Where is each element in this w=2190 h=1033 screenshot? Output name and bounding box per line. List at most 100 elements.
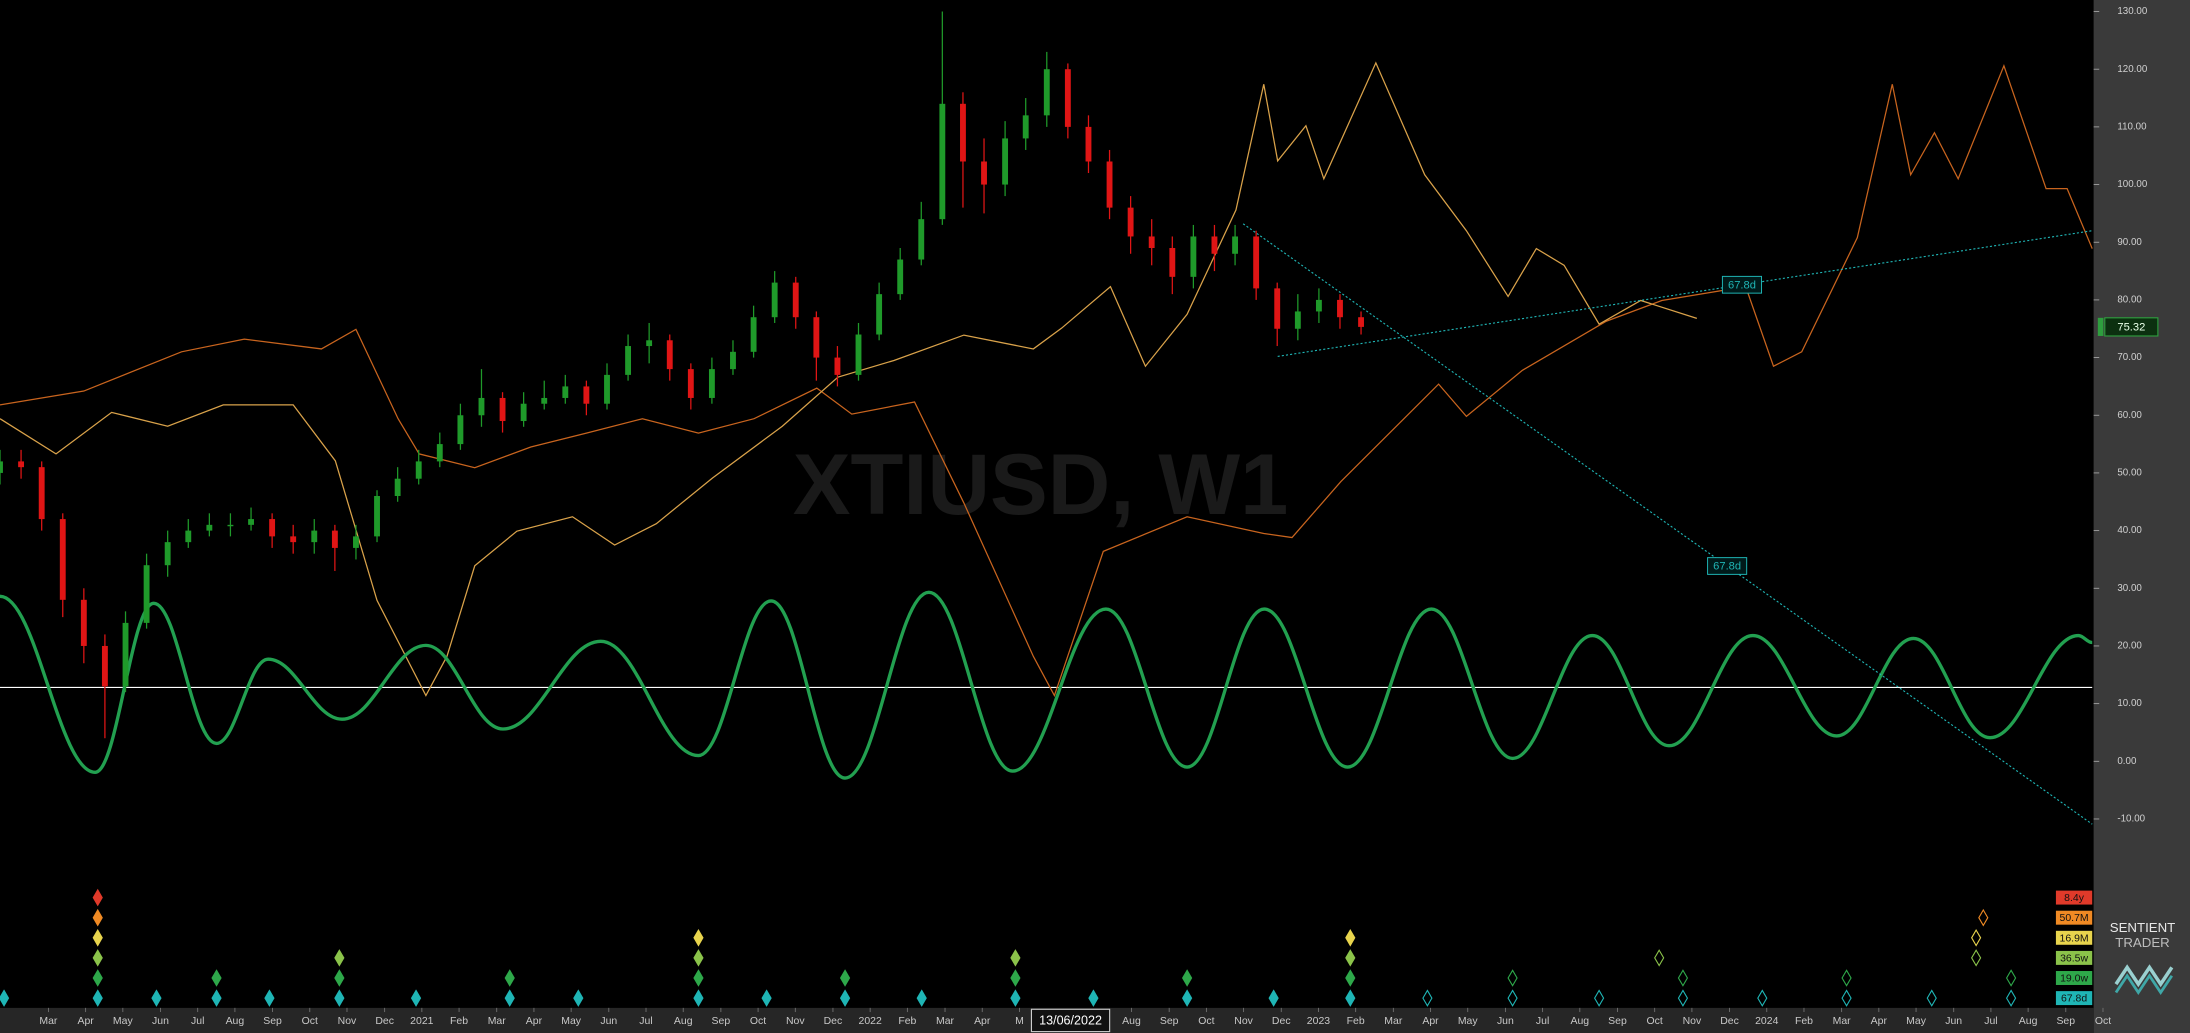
candle-body [143,565,150,623]
cycle-trough-marker [1181,989,1193,1007]
candle-body [206,524,213,531]
x-tick-label: 2024 [1755,1016,1778,1027]
cycle-trough-marker [92,969,103,987]
watermark: XTIUSD, W1 [793,437,1289,533]
candle-body [834,357,841,375]
price-axis-panel [2093,0,2190,1033]
cycle-trough-marker [504,969,515,987]
cycle-trough-marker [1507,989,1518,1007]
candle-body [1315,299,1322,312]
cycle-trough-marker [1757,989,1768,1007]
candle-body [122,622,129,687]
x-tick-label: Mar [1384,1016,1403,1027]
candle-body [1148,236,1155,249]
x-tick-label: Sep [2056,1016,2075,1027]
x-tick-label: Feb [898,1016,916,1027]
x-tick-label: Nov [1234,1016,1253,1027]
candle-body [269,519,276,537]
cycle-label-box [2055,910,2093,925]
candle-body [1169,248,1176,277]
x-tick-label: Aug [226,1016,245,1027]
candle-body [311,530,318,543]
cursor-date: 13/06/2022 [1039,1013,1102,1027]
candle-body [331,530,338,548]
cycle-label-box [2055,930,2093,945]
x-tick-label: Oct [1647,1016,1663,1027]
x-tick-label: Dec [1720,1016,1739,1027]
candle-body [1232,236,1239,254]
x-tick-label: Mar [1833,1016,1852,1027]
candle-body [38,467,45,520]
x-tick-label: Jun [600,1016,617,1027]
x-tick-label: May [1458,1016,1479,1027]
x-tick-label: May [113,1016,134,1027]
candle-body [855,334,862,375]
cycle-trough-marker [1593,989,1605,1007]
candle-body [1294,311,1301,329]
candle-body [0,461,3,473]
cycle-trough-marker [334,949,345,967]
candle-body [1211,236,1218,254]
candle-body [185,530,192,543]
cycle-trough-marker [264,989,275,1007]
x-tick-label: Nov [786,1016,805,1027]
cycle-label-box [2055,950,2093,965]
candle-body [1043,69,1050,116]
x-tick-label: Apr [1871,1016,1888,1027]
candle-body [1022,115,1029,139]
x-tick-label: Jun [152,1016,169,1027]
cycle-trough-marker [0,989,10,1007]
x-tick-label: Dec [1272,1016,1291,1027]
candle-body [101,645,108,687]
x-tick-label: Apr [77,1016,94,1027]
candle-body [1127,207,1134,237]
cycle-label: 50.7M [2060,913,2089,924]
cursor-date-box [1030,1008,1111,1033]
cycle-trough-marker [1345,989,1356,1007]
cycle-trough-marker [92,888,103,907]
y-tick-label: 10.00 [2117,698,2142,709]
candle-body [604,374,610,404]
cycle-trough-marker [211,989,222,1007]
x-tick-label: Dec [824,1016,843,1027]
candle-body [248,519,254,525]
logo-text: TRADER [2115,935,2169,950]
logo-mark [2114,964,2174,988]
candle-body [353,536,359,548]
cycle-trough-marker [1010,949,1021,967]
candle-body [939,103,946,220]
cycle-trough-marker [92,908,103,927]
x-tick-label: 2023 [1307,1016,1330,1027]
candle-body [80,599,87,646]
candle-body [708,369,715,398]
x-tick-label: Apr [974,1016,991,1027]
candle-body [18,461,25,468]
y-tick-label: 120.00 [2117,64,2147,75]
cycle-trough-marker [1971,949,1982,967]
last-price-tick [2097,317,2104,336]
x-tick-label: May [1906,1016,1927,1027]
cycle-trough-marker [1345,969,1356,987]
cycle-trough-marker [92,929,103,947]
candle-body [457,415,464,445]
x-tick-label: Sep [1608,1016,1627,1027]
x-tick-label: Mar [936,1016,955,1027]
x-tick-label: Oct [1198,1016,1214,1027]
candle-body [687,369,694,398]
x-tick-label: Aug [674,1016,693,1027]
cycle-trough-marker [1654,949,1665,967]
cycle-trough-marker [1268,989,1279,1007]
x-tick-label: Aug [1122,1016,1141,1027]
y-tick-label: 130.00 [2117,6,2147,17]
last-price-box [2104,317,2159,337]
cycle-trough-marker [1507,969,1518,987]
cycle-trough-marker [211,969,222,987]
x-tick-label: Dec [375,1016,394,1027]
candle-body [771,282,778,318]
cycle-trough-marker [2005,989,2017,1007]
cycle-trough-marker [693,989,704,1007]
y-tick-label: 0.00 [2117,756,2137,767]
cycle-label-box [2055,991,2093,1006]
x-tick-label: Aug [1570,1016,1589,1027]
cycle-line [0,590,2093,780]
